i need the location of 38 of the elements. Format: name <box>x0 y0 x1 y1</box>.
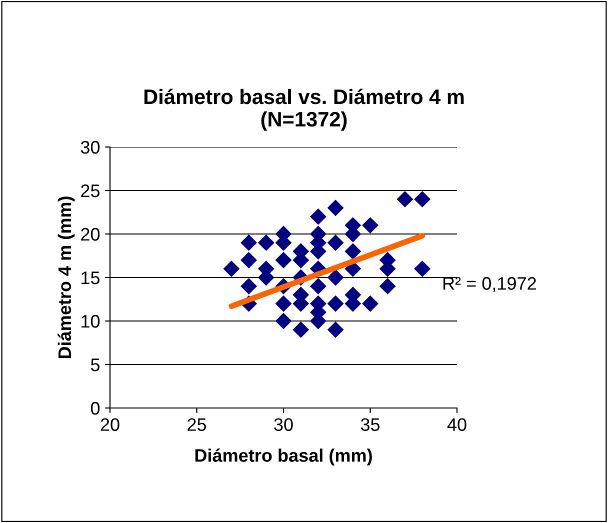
point <box>327 200 344 216</box>
y-tick-label: 0 <box>90 402 100 415</box>
point <box>240 278 258 294</box>
point <box>310 278 326 294</box>
point <box>275 295 292 312</box>
point <box>275 312 292 330</box>
point <box>327 321 344 338</box>
point <box>344 243 362 260</box>
x-tick-label: 25 <box>188 418 206 431</box>
point <box>258 234 274 251</box>
point <box>327 234 344 251</box>
point <box>310 208 326 225</box>
y-tick-label: 20 <box>81 228 100 241</box>
y-tick-label: 5 <box>90 358 100 372</box>
point <box>240 234 258 251</box>
y-tick-label: 10 <box>82 314 100 328</box>
y-axis-title: Diámetro 4 m (mm) <box>58 196 75 358</box>
point <box>362 217 378 234</box>
point <box>275 252 292 268</box>
point <box>396 190 414 208</box>
x-tick-label: 20 <box>100 418 120 431</box>
chart-title: Diámetro basal vs. Diámetro 4 m (N=1372) <box>144 88 464 131</box>
point <box>327 269 344 286</box>
x-axis-title: Diámetro basal (mm) <box>195 448 372 466</box>
y-tick-label: 15 <box>82 272 100 284</box>
point <box>362 295 378 312</box>
point <box>223 260 240 278</box>
y-tick-label: 30 <box>80 140 100 154</box>
point <box>327 295 344 312</box>
y-tick-label: 25 <box>81 184 100 198</box>
point <box>292 321 310 338</box>
point <box>240 252 258 268</box>
x-tick-label: 30 <box>274 418 293 431</box>
x-tick-label: 35 <box>360 418 380 431</box>
point <box>414 260 431 278</box>
x-tick-label: 40 <box>447 418 466 431</box>
point <box>379 278 396 294</box>
point <box>414 190 431 208</box>
